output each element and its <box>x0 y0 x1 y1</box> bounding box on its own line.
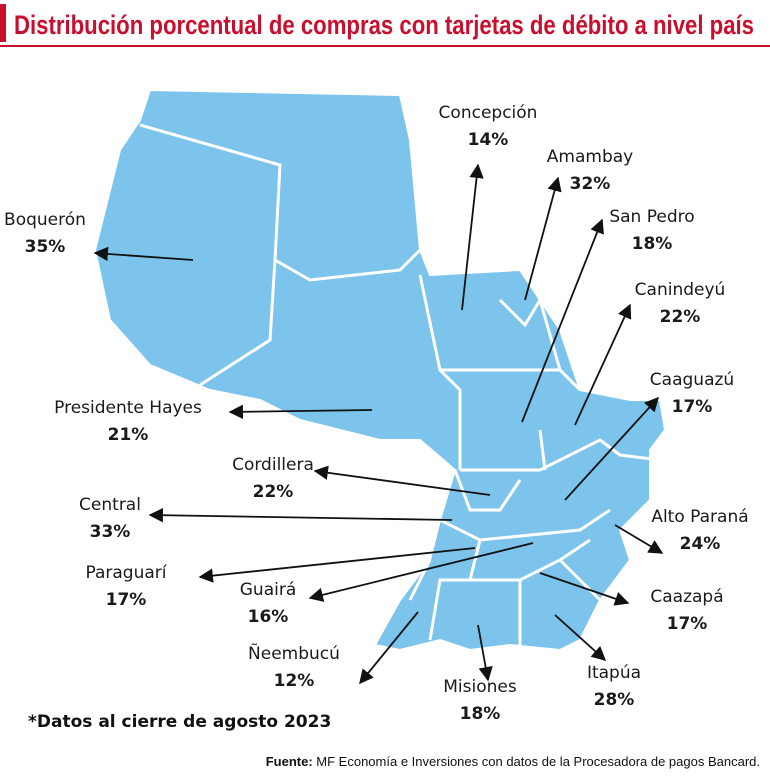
region-name: Amambay <box>547 147 633 167</box>
region-labels: Concepción 14% Amambay 32% San Pedro 18% Canin… <box>4 103 749 724</box>
leader-arrow <box>554 614 607 661</box>
region-name: Caaguazú <box>650 370 734 390</box>
region-name: Caazapá <box>650 587 723 607</box>
region-percent: 21% <box>108 425 149 445</box>
leader-arrow <box>359 611 419 685</box>
region-name: Ñeembucú <box>248 642 340 664</box>
region-percent: 17% <box>667 614 708 634</box>
leader-arrow <box>614 524 664 554</box>
source-label: Fuente: <box>266 754 313 769</box>
region-percent: 12% <box>274 671 315 691</box>
region-percent: 35% <box>25 237 66 257</box>
region-percent: 16% <box>248 607 289 627</box>
leader-arrow <box>313 465 491 496</box>
title-bar <box>0 4 6 42</box>
region-name: Concepción <box>439 103 538 123</box>
region-percent: 22% <box>253 482 294 502</box>
region-name: Misiones <box>443 677 517 697</box>
region-percent: 17% <box>672 397 713 417</box>
leader-arrow <box>521 218 604 423</box>
region-name: Boquerón <box>4 210 86 230</box>
leader-arrow <box>477 624 493 682</box>
region-percent: 18% <box>632 234 673 254</box>
leader-arrow <box>198 547 476 583</box>
region-name: Central <box>79 495 141 515</box>
leader-arrow <box>461 163 484 311</box>
note: *Datos al cierre de agosto 2023 <box>28 712 331 732</box>
region-name: Cordillera <box>232 455 314 475</box>
region-percent: 14% <box>468 130 509 150</box>
leader-arrow <box>574 303 632 426</box>
region-borders <box>139 123 661 645</box>
region-name: San Pedro <box>609 207 694 227</box>
leader-arrow <box>148 508 453 523</box>
leader-arrow <box>308 542 534 602</box>
source-text: MF Economía e Inversiones con datos de l… <box>316 754 760 769</box>
leader-arrow <box>228 404 373 420</box>
region-percent: 32% <box>570 174 611 194</box>
region-percent: 33% <box>90 522 131 542</box>
region-name: Itapúa <box>587 663 641 683</box>
region-percent: 18% <box>460 704 501 724</box>
region-percent: 22% <box>660 307 701 327</box>
region-percent: 28% <box>594 690 635 710</box>
region-percent: 17% <box>106 590 147 610</box>
region-name: Alto Paraná <box>651 507 748 527</box>
country-shape <box>93 88 667 652</box>
leader-arrow <box>524 176 562 301</box>
region-name: Canindeyú <box>635 280 726 300</box>
country-map <box>93 88 667 652</box>
leader-arrow <box>539 572 630 606</box>
source: Fuente: MF Economía e Inversiones con da… <box>266 754 760 769</box>
leader-arrow <box>564 396 659 501</box>
region-name: Presidente Hayes <box>54 398 202 418</box>
region-percent: 24% <box>680 534 721 554</box>
title: Distribución porcentual de compras con t… <box>14 10 754 40</box>
region-name: Guairá <box>240 580 297 600</box>
leader-arrow <box>93 246 194 262</box>
region-name: Paraguarí <box>85 563 167 583</box>
